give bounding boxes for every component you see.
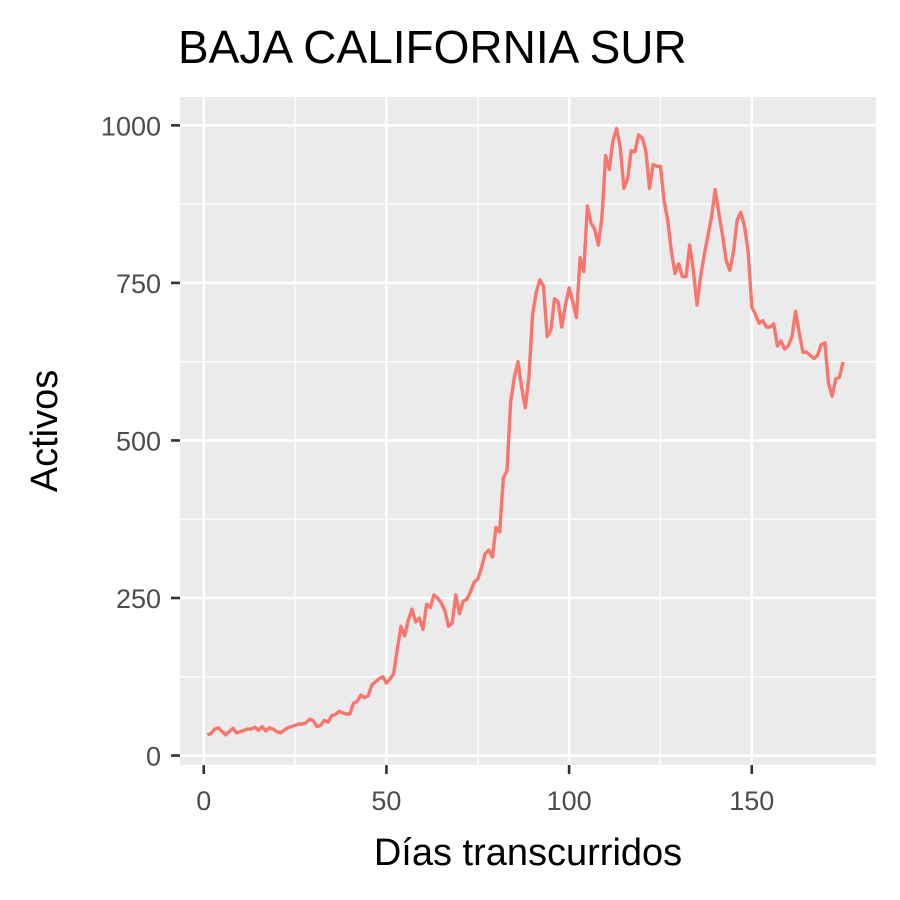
y-tick-label: 0: [146, 742, 161, 772]
y-axis-title: Activos: [24, 370, 66, 492]
y-tick-label: 1000: [101, 111, 161, 141]
x-tick-label: 0: [196, 786, 211, 816]
y-tick-label: 500: [116, 426, 161, 456]
x-tick-label: 50: [371, 786, 401, 816]
x-axis-title: Días transcurridos: [374, 832, 682, 874]
series-layer: [206, 126, 845, 737]
x-axis: 0 50 100 150: [196, 765, 774, 816]
x-tick-label: 150: [729, 786, 774, 816]
x-tick-label: 100: [547, 786, 592, 816]
y-tick-label: 250: [116, 584, 161, 614]
plot-panel: [180, 97, 876, 765]
minor-gridlines: [180, 97, 876, 765]
y-tick-label: 750: [116, 269, 161, 299]
chart-title: BAJA CALIFORNIA SUR: [178, 21, 687, 73]
major-gridlines: [180, 97, 876, 765]
y-axis: 0 250 500 750 1000: [101, 111, 180, 772]
series-line: [206, 126, 845, 737]
